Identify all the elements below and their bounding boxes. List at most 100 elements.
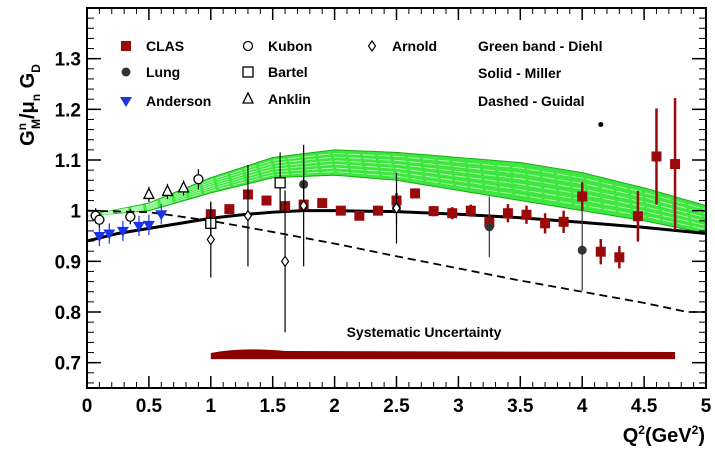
legend-entry-green-band-diehl: Green band - Diehl: [478, 38, 602, 54]
x-axis-title-text: Q2(GeV2): [623, 423, 705, 447]
point-clas: [670, 159, 681, 170]
diehl-band-hatch: [86, 156, 707, 217]
y-tick-label: 0.9: [55, 252, 81, 273]
curve-guidal: [86, 209, 706, 313]
point-clas: [261, 195, 272, 206]
legend-entry-bartel: Bartel: [242, 64, 308, 80]
point-anderson: [155, 210, 168, 221]
point-kubon: [125, 211, 136, 222]
systematic-uncertainty-band: [210, 349, 676, 360]
legend-label-solid-miller: Solid - Miller: [478, 65, 562, 81]
legend-marker-bartel: [242, 66, 254, 78]
point-anderson: [142, 220, 155, 231]
legend-entry-dashed-guidal: Dashed - Guidal: [478, 93, 585, 109]
point-anklin: [161, 183, 174, 197]
point-clas: [410, 188, 421, 199]
point-clas: [335, 205, 346, 216]
x-tick-label: 3: [453, 396, 464, 417]
point-clas: [354, 210, 365, 221]
y-tick-label: 0.7: [55, 354, 81, 375]
point-anderson: [116, 226, 129, 237]
annotation-systematic-uncertainty: Systematic Uncertainty: [347, 324, 502, 340]
legend-marker-kubon: [242, 40, 254, 52]
point-clas: [614, 252, 625, 263]
point-clas: [558, 216, 569, 227]
point-clas: [540, 218, 551, 229]
legend: CLAS Lung Anderson Kubon Bartel Anklin Arnold G…: [120, 38, 602, 109]
y-axis-title-text: GnM/μn GD: [15, 64, 43, 146]
point-clas: [521, 209, 532, 220]
point-kubon: [94, 214, 105, 225]
diehl-band-hatch: [86, 153, 707, 217]
point-clas: [317, 198, 328, 209]
legend-label-dashed-guidal: Dashed - Guidal: [478, 93, 585, 109]
x-tick-label: 2.5: [383, 396, 410, 417]
point-arnold: [392, 202, 401, 215]
legend-label-green-band-diehl: Green band - Diehl: [478, 38, 602, 54]
x-tick-label: 1.5: [259, 396, 286, 417]
diehl-band-hatch: [86, 160, 707, 218]
x-tick-label: 4.5: [631, 396, 658, 417]
point-anklin: [177, 180, 190, 193]
x-tick-label: 5: [701, 396, 712, 417]
x-tick-label: 0: [82, 396, 93, 417]
point-clas: [224, 204, 235, 215]
point-bartel: [274, 177, 286, 189]
legend-label-kubon: Kubon: [268, 38, 312, 54]
legend-entry-anklin: Anklin: [241, 91, 311, 107]
point-arnold: [299, 199, 308, 212]
legend-marker-anderson: [120, 97, 132, 107]
legend-marker-arnold: [367, 39, 377, 53]
diehl-band-hatch: [86, 171, 707, 230]
legend-entry-solid-miller: Solid - Miller: [478, 65, 562, 81]
point-arnold: [280, 255, 290, 268]
point-clas: [651, 151, 662, 162]
x-tick-label: 4: [577, 396, 588, 417]
point-lung: [577, 245, 587, 255]
x-tick-label: 1: [206, 396, 217, 417]
point-clas: [372, 205, 383, 216]
legend-entry-lung: Lung: [121, 64, 180, 80]
point-clas: [632, 211, 643, 222]
legend-label-anklin: Anklin: [268, 91, 311, 107]
point-kubon: [193, 174, 204, 185]
data-point-layer: [90, 98, 681, 333]
legend-entry-anderson: Anderson: [120, 93, 211, 109]
point-clas: [595, 246, 606, 257]
y-tick-label: 1.3: [55, 50, 81, 71]
legend-marker-anklin: [241, 91, 255, 104]
point-clas: [447, 208, 458, 219]
point-anderson: [132, 221, 145, 232]
legend-label-anderson: Anderson: [146, 93, 211, 109]
x-tick-label: 2: [329, 396, 340, 417]
legend-entry-kubon: Kubon: [242, 38, 312, 54]
y-tick-label: 1.1: [55, 151, 82, 172]
point-arnold: [206, 233, 216, 246]
point-stray: [598, 122, 604, 128]
point-clas: [465, 205, 476, 216]
x-axis-title: Q2(GeV2): [623, 423, 705, 447]
legend-label-clas: CLAS: [146, 38, 184, 54]
point-anklin: [142, 186, 155, 200]
x-tick-label: 0.5: [136, 396, 163, 417]
point-anderson: [103, 229, 116, 240]
legend-marker-lung: [121, 67, 131, 77]
legend-entry-clas: CLAS: [121, 38, 184, 54]
point-clas: [502, 208, 513, 219]
legend-entry-arnold: Arnold: [367, 38, 437, 54]
legend-marker-clas: [121, 41, 131, 51]
y-tick-label: 1: [70, 202, 81, 223]
diehl-band-hatch: [86, 167, 707, 226]
point-lung: [484, 222, 494, 232]
point-anderson: [93, 232, 106, 242]
x-tick-label: 3.5: [507, 396, 534, 417]
point-clas: [577, 191, 588, 202]
diehl-band-hatch: [86, 163, 707, 222]
y-tick-label: 0.8: [55, 303, 81, 324]
y-axis-title: GnM/μn GD: [15, 64, 43, 146]
point-arnold: [243, 209, 253, 222]
y-tick-label: 1.2: [55, 100, 81, 121]
legend-label-bartel: Bartel: [268, 64, 308, 80]
systematic-band-layer: [210, 349, 676, 360]
